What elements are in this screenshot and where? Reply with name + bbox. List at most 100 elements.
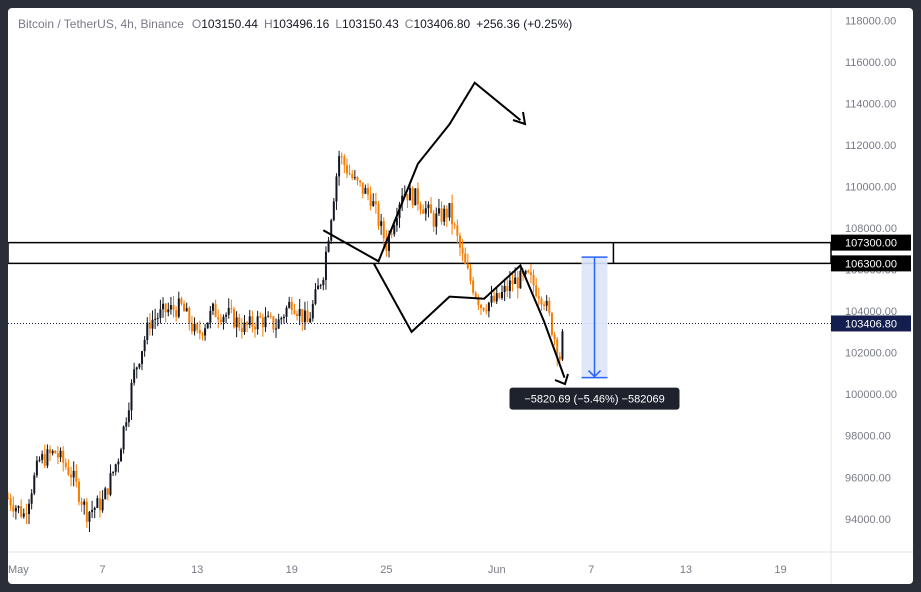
candle-body xyxy=(409,187,412,201)
candle-body xyxy=(151,319,154,329)
candle-body xyxy=(201,333,204,336)
drawn-projection-path[interactable] xyxy=(322,81,522,263)
candle-body xyxy=(348,173,351,175)
candle-body xyxy=(172,305,175,311)
candle-body xyxy=(238,317,241,328)
candle-body xyxy=(353,177,356,179)
candle-body xyxy=(411,187,414,206)
y-tick-label: 102000.00 xyxy=(845,348,897,360)
candle-body xyxy=(427,204,430,209)
candle-body xyxy=(222,316,225,323)
candle-body xyxy=(25,513,28,515)
candle-body xyxy=(70,474,73,478)
candle-body xyxy=(514,277,517,285)
candle-body xyxy=(35,460,38,476)
candle-body xyxy=(556,339,559,357)
candle-body xyxy=(511,280,514,285)
candle-body xyxy=(64,462,67,468)
candle-body xyxy=(91,509,94,512)
candle-body xyxy=(356,177,359,181)
candle-body xyxy=(114,464,117,472)
y-tick-label: 116000.00 xyxy=(845,57,896,69)
price-chart[interactable]: 118000.00 116000.00 114000.00 112000.00 1100… xyxy=(8,8,913,584)
candle-body xyxy=(343,156,346,166)
candle-body xyxy=(20,506,23,517)
candle-body xyxy=(259,316,262,318)
candle-body xyxy=(298,308,301,317)
candle-body xyxy=(196,323,199,330)
close-value: 103406.80 xyxy=(413,17,471,31)
candle-body xyxy=(437,208,440,214)
candle-body xyxy=(185,308,188,312)
candle-body xyxy=(311,303,314,319)
candle-body xyxy=(319,285,322,287)
candle-body xyxy=(30,493,33,504)
candle-body xyxy=(535,285,538,296)
candle-body xyxy=(275,328,278,330)
candle-body xyxy=(254,326,257,330)
candle-body xyxy=(290,301,293,311)
zone-price-tag-label: 107300.00 xyxy=(845,238,897,250)
candle-body xyxy=(322,279,325,286)
candle-body xyxy=(296,313,299,317)
candle-body xyxy=(277,319,280,329)
candle-body xyxy=(309,318,312,323)
candle-body xyxy=(490,295,493,303)
candle-body xyxy=(382,221,385,239)
x-tick-label: Jun xyxy=(488,564,506,576)
candle-body xyxy=(98,498,101,511)
candle-body xyxy=(217,317,220,320)
open-value: 103150.44 xyxy=(201,17,258,31)
candle-body xyxy=(558,356,561,360)
candle-body xyxy=(464,253,467,265)
high-value: 103496.16 xyxy=(272,17,330,31)
x-tick-label: 7 xyxy=(588,564,594,576)
candle-body xyxy=(119,449,122,462)
candle-body xyxy=(209,310,212,323)
candle-body xyxy=(301,308,304,323)
candle-body xyxy=(230,308,233,310)
candle-body xyxy=(14,507,17,512)
candle-body xyxy=(561,331,564,360)
y-tick-label: 112000.00 xyxy=(845,140,896,152)
candle-body xyxy=(232,309,235,328)
zone-price-tag-label: 106300.00 xyxy=(845,258,897,270)
candle-body xyxy=(527,270,530,273)
candle-body xyxy=(75,470,78,482)
symbol-title[interactable]: Bitcoin / TetherUS, 4h, Binance xyxy=(18,17,184,31)
candle-body xyxy=(414,188,417,206)
zone-rectangle[interactable] xyxy=(8,241,832,265)
candle-body xyxy=(424,208,427,214)
candle-body xyxy=(101,499,104,511)
candle-body xyxy=(83,501,86,505)
candle-body xyxy=(54,450,57,454)
x-tick-label: 7 xyxy=(100,564,106,576)
candle-body xyxy=(72,470,75,478)
candle-body xyxy=(235,317,238,328)
candle-body xyxy=(154,318,157,320)
drawn-projection-path[interactable] xyxy=(372,262,566,378)
candle-body xyxy=(385,238,388,251)
candle-body xyxy=(440,208,443,222)
candle-body xyxy=(248,316,251,325)
candle-body xyxy=(269,315,272,317)
y-tick-label: 96000.00 xyxy=(845,472,891,484)
candle-body xyxy=(482,307,485,311)
candle-body xyxy=(159,309,162,318)
x-tick-label: 19 xyxy=(774,564,786,576)
candle-body xyxy=(141,351,144,364)
candle-body xyxy=(477,297,480,305)
candle-body xyxy=(335,176,338,202)
candle-body xyxy=(537,295,540,299)
candle-body xyxy=(479,304,482,308)
candle-body xyxy=(288,301,291,308)
candle-body xyxy=(540,298,543,305)
candle-body xyxy=(451,203,454,225)
candle-body xyxy=(106,488,109,495)
close-key: C xyxy=(404,17,414,31)
candle-body xyxy=(445,208,448,218)
candle-body xyxy=(498,293,501,298)
candle-body xyxy=(167,309,170,313)
candle-body xyxy=(146,322,149,340)
candle-body xyxy=(204,328,207,336)
